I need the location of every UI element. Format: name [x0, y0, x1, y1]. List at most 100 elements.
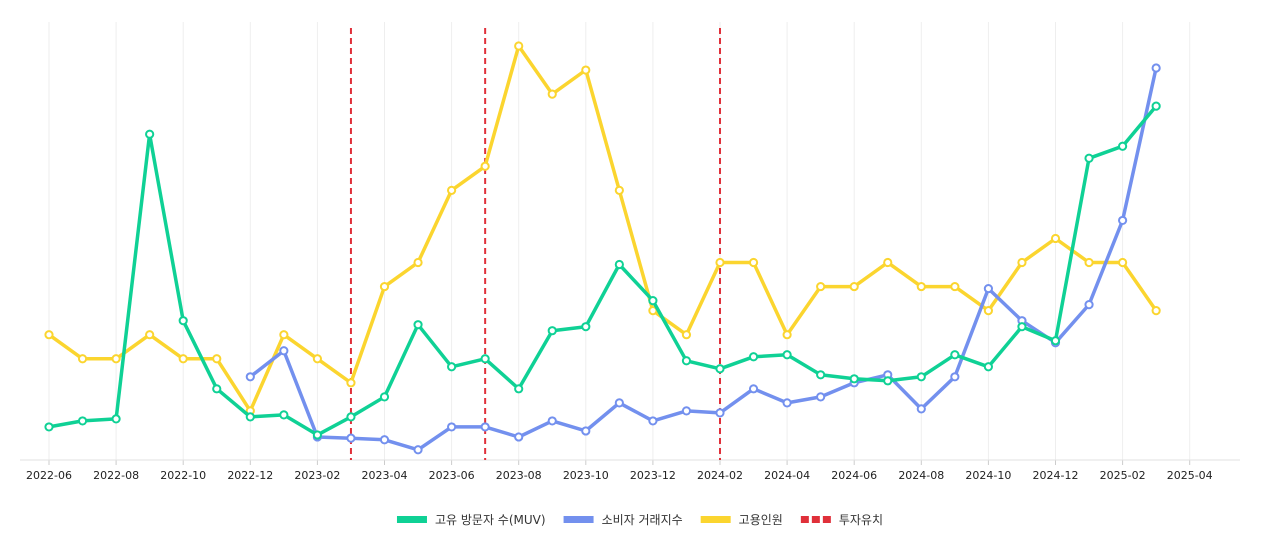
data-point[interactable]	[245, 412, 255, 422]
data-point[interactable]	[782, 330, 792, 340]
data-point[interactable]	[379, 392, 390, 402]
legend[interactable]: 고유 방문자 수(MUV) 소비자 거래지수 고용인원 투자유치	[396, 513, 883, 527]
legend-item[interactable]: 고용인원	[700, 513, 783, 527]
legend-item[interactable]: 투자유치	[800, 513, 883, 527]
data-point[interactable]	[681, 330, 692, 340]
data-point[interactable]	[178, 354, 188, 364]
legend-item[interactable]: 소비자 거래지수	[563, 513, 683, 527]
data-point[interactable]	[279, 330, 289, 340]
data-point[interactable]	[950, 281, 960, 292]
data-point[interactable]	[648, 416, 658, 426]
data-point[interactable]	[77, 416, 88, 426]
data-point[interactable]	[748, 352, 759, 362]
data-point[interactable]	[346, 378, 356, 388]
data-point[interactable]	[816, 370, 826, 380]
data-point[interactable]	[1151, 101, 1161, 111]
series-group	[44, 101, 1161, 440]
data-point[interactable]	[77, 354, 88, 364]
data-point[interactable]	[1084, 153, 1094, 163]
data-point[interactable]	[715, 408, 725, 418]
x-tick-label: 2023-08	[496, 469, 542, 482]
data-point[interactable]	[581, 65, 591, 75]
data-point[interactable]	[950, 350, 960, 360]
data-point[interactable]	[916, 281, 926, 292]
data-point[interactable]	[212, 384, 222, 394]
data-point[interactable]	[480, 422, 490, 432]
data-point[interactable]	[816, 392, 826, 402]
series-line	[47, 44, 1158, 413]
data-point[interactable]	[681, 356, 692, 366]
data-point[interactable]	[614, 185, 624, 195]
data-point[interactable]	[849, 281, 859, 292]
data-point[interactable]	[1084, 300, 1094, 310]
data-point[interactable]	[111, 354, 121, 364]
data-point[interactable]	[379, 281, 390, 292]
data-point[interactable]	[279, 410, 289, 420]
data-point[interactable]	[782, 398, 792, 408]
data-point[interactable]	[681, 406, 692, 416]
data-point[interactable]	[413, 445, 423, 455]
data-point[interactable]	[1151, 306, 1161, 316]
data-point[interactable]	[379, 435, 390, 445]
data-point[interactable]	[279, 346, 289, 356]
data-point[interactable]	[346, 412, 356, 422]
data-point[interactable]	[950, 372, 960, 382]
data-point[interactable]	[816, 281, 826, 292]
data-point[interactable]	[916, 404, 926, 414]
data-point[interactable]	[178, 316, 188, 326]
data-point[interactable]	[983, 283, 994, 294]
data-point[interactable]	[346, 433, 356, 443]
data-point[interactable]	[883, 376, 893, 386]
legend-item[interactable]: 고유 방문자 수(MUV)	[396, 513, 546, 527]
data-point[interactable]	[1118, 215, 1128, 226]
data-point[interactable]	[715, 257, 725, 268]
data-point[interactable]	[983, 306, 994, 316]
data-point[interactable]	[1118, 257, 1128, 268]
data-point[interactable]	[715, 364, 725, 374]
data-point[interactable]	[145, 129, 155, 139]
data-point[interactable]	[748, 384, 759, 394]
data-point[interactable]	[44, 422, 54, 432]
data-point[interactable]	[1084, 257, 1094, 268]
data-point[interactable]	[614, 398, 624, 408]
data-point[interactable]	[581, 426, 591, 436]
data-point[interactable]	[1050, 336, 1061, 346]
data-point[interactable]	[547, 326, 557, 336]
investment-markers	[349, 28, 721, 460]
data-point[interactable]	[883, 257, 893, 268]
data-point[interactable]	[1017, 257, 1027, 268]
data-point[interactable]	[1118, 141, 1128, 151]
data-point[interactable]	[983, 362, 994, 372]
data-point[interactable]	[312, 430, 322, 440]
data-point[interactable]	[245, 372, 255, 382]
data-point[interactable]	[44, 330, 54, 340]
data-point[interactable]	[447, 422, 457, 432]
data-point[interactable]	[212, 354, 222, 364]
data-point[interactable]	[145, 330, 155, 340]
data-point[interactable]	[648, 296, 658, 306]
data-point[interactable]	[547, 89, 557, 99]
data-point[interactable]	[111, 414, 121, 424]
x-tick-label: 2024-04	[764, 469, 810, 482]
x-tick-label: 2024-08	[898, 469, 944, 482]
data-point[interactable]	[447, 362, 457, 372]
data-point[interactable]	[1017, 322, 1027, 332]
data-point[interactable]	[480, 161, 490, 171]
data-point[interactable]	[514, 41, 524, 51]
data-point[interactable]	[916, 372, 926, 382]
data-point[interactable]	[413, 257, 423, 268]
data-point[interactable]	[581, 322, 591, 332]
data-point[interactable]	[514, 384, 524, 394]
data-point[interactable]	[614, 259, 624, 270]
data-point[interactable]	[748, 257, 759, 268]
data-point[interactable]	[480, 354, 490, 364]
data-point[interactable]	[782, 350, 792, 360]
data-point[interactable]	[849, 374, 859, 384]
data-point[interactable]	[547, 416, 557, 426]
data-point[interactable]	[514, 432, 524, 442]
data-point[interactable]	[447, 185, 457, 195]
data-point[interactable]	[1151, 63, 1161, 73]
data-point[interactable]	[312, 354, 322, 364]
data-point[interactable]	[1050, 233, 1061, 244]
data-point[interactable]	[413, 320, 423, 330]
